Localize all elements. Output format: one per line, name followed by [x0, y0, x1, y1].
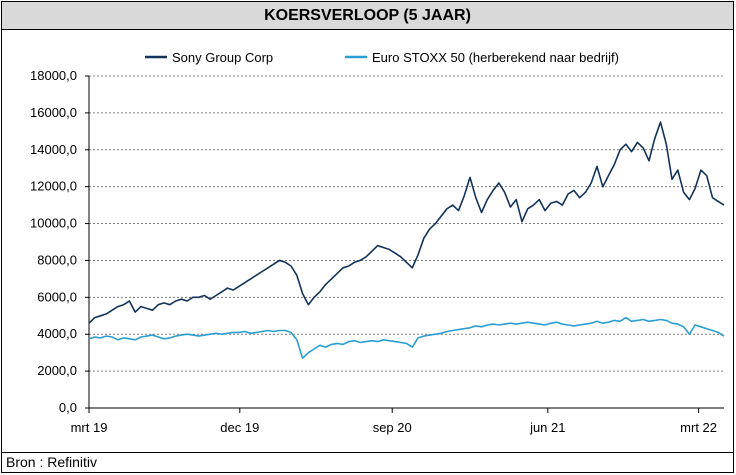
y-axis-tick-labels: 0,0 2000,0 4000,0 6000,0 8000,0 10000,0 12000,…	[30, 68, 89, 415]
source-note: Bron : Refinitiv	[2, 452, 733, 472]
legend-label: Sony Group Corp	[172, 50, 273, 65]
x-tick-label: sep 20	[373, 420, 412, 435]
grid-lines	[89, 75, 724, 372]
x-axis-tick-labels: mrt 19 dec 19 sep 20 jun 21 mrt 22	[71, 408, 717, 435]
y-tick-label: 10000,0	[30, 216, 77, 231]
line-chart: 0,0 2000,0 4000,0 6000,0 8000,0 10000,0 12000,…	[30, 50, 725, 435]
x-tick-label: mrt 22	[680, 420, 717, 435]
legend: Sony Group Corp Euro STOXX 50 (herbereken…	[145, 50, 619, 65]
y-tick-label: 4000,0	[37, 326, 77, 341]
y-tick-label: 18000,0	[30, 68, 77, 83]
y-tick-label: 0,0	[59, 400, 77, 415]
x-tick-label: jun 21	[529, 420, 565, 435]
chart-title: KOERSVERLOOP (5 JAAR)	[2, 2, 733, 30]
legend-label: Euro STOXX 50 (herberekend naar bedrijf)	[372, 50, 619, 65]
x-tick-label: mrt 19	[71, 420, 108, 435]
y-tick-label: 8000,0	[37, 252, 77, 267]
series-line-stoxx	[88, 316, 725, 359]
series-lines	[88, 121, 725, 359]
x-tick-label: dec 19	[220, 420, 259, 435]
y-tick-label: 6000,0	[37, 289, 77, 304]
y-tick-label: 14000,0	[30, 142, 77, 157]
y-tick-label: 2000,0	[37, 363, 77, 378]
series-line-sony	[88, 121, 725, 324]
y-tick-label: 12000,0	[30, 179, 77, 194]
y-tick-label: 16000,0	[30, 105, 77, 120]
